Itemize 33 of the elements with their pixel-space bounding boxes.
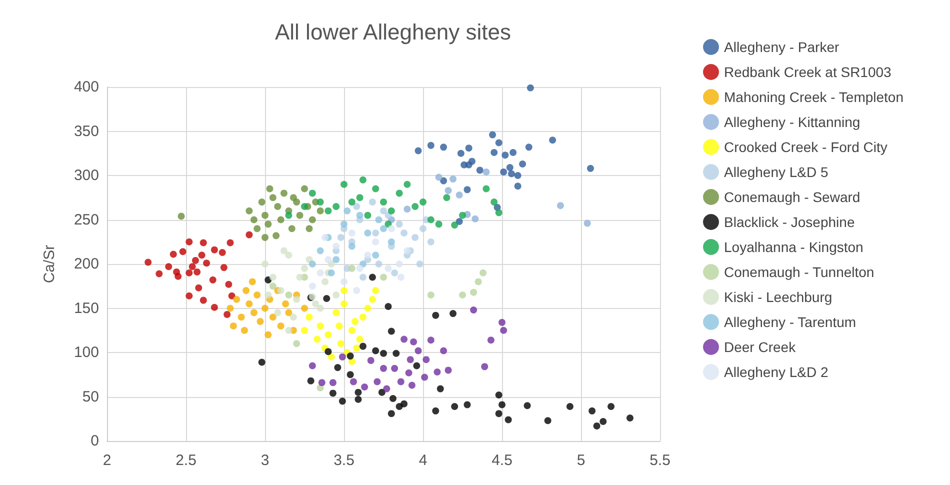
x-tick-label: 2.5 bbox=[176, 452, 196, 469]
legend-label: Allegheny L&D 2 bbox=[724, 364, 829, 380]
chart-title: All lower Allegheny sites bbox=[274, 20, 512, 44]
y-tick-label: 50 bbox=[82, 388, 99, 406]
x-tick-label: 3 bbox=[260, 452, 270, 469]
x-tick-label: 5.5 bbox=[650, 452, 670, 469]
legend-label: Deer Creek bbox=[724, 339, 797, 355]
x-tick-label: 3.5 bbox=[334, 452, 354, 469]
legend-label: Loyalhanna - Kingston bbox=[724, 239, 864, 255]
legend-label: Conemaugh - Tunnelton bbox=[724, 264, 874, 280]
y-axis-title: Ca/Sr bbox=[41, 244, 58, 284]
legend-label: Redbank Creek at SR1003 bbox=[724, 64, 892, 80]
legend-label: Conemaugh - Seward bbox=[724, 189, 860, 205]
legend-label: Allegheny L&D 5 bbox=[724, 164, 829, 180]
x-tick-label: 4.5 bbox=[492, 452, 512, 469]
legend-label: Allegheny - Kittanning bbox=[724, 114, 860, 130]
x-tick-label: 4 bbox=[418, 452, 428, 469]
y-tick-label: 400 bbox=[74, 78, 99, 96]
y-tick-label: 100 bbox=[74, 344, 99, 361]
y-tick-label: 150 bbox=[74, 300, 99, 317]
x-tick-label: 5 bbox=[576, 452, 586, 469]
y-tick-label: 300 bbox=[74, 167, 99, 184]
legend-label: Blacklick - Josephine bbox=[724, 214, 855, 230]
x-tick-label: 2 bbox=[102, 452, 112, 469]
y-tick-label: 350 bbox=[74, 122, 99, 140]
y-tick-label: 0 bbox=[90, 432, 99, 450]
legend-label: Allegheny - Tarentum bbox=[724, 314, 856, 330]
legend-label: Kiski - Leechburg bbox=[724, 289, 832, 305]
y-tick-label: 200 bbox=[74, 256, 99, 272]
legend-label: Mahoning Creek - Templeton bbox=[724, 89, 904, 105]
y-tick-label: 250 bbox=[74, 211, 99, 228]
legend-label: Allegheny - Parker bbox=[724, 39, 840, 55]
legend-label: Crooked Creek - Ford City bbox=[724, 139, 888, 155]
